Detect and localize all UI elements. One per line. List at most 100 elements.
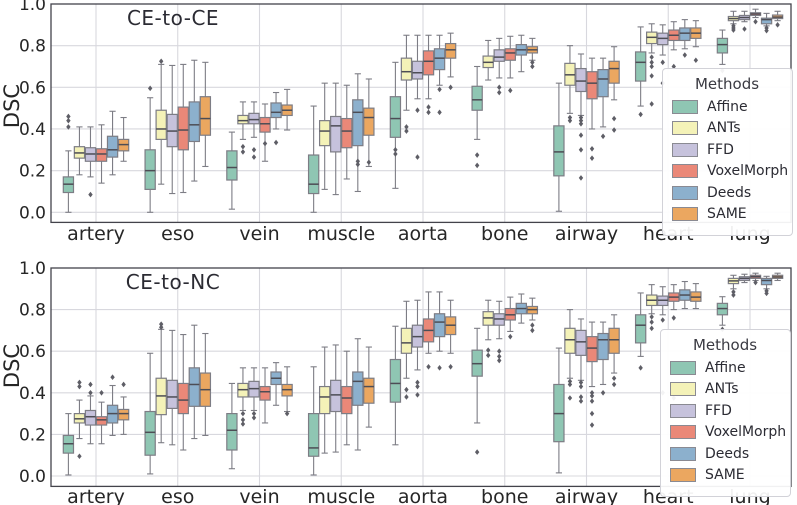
flier [355,158,361,165]
flier [355,161,361,168]
flier [158,324,164,331]
panel1-title: CE-to-CE [126,6,220,30]
box-ants-muscle [318,82,331,190]
box-voxelmorph-lung [749,8,762,25]
box-deeds-airway [597,321,609,396]
box-voxelmorph-eso [177,63,189,194]
flier [530,322,535,328]
flier [578,379,584,386]
box-ants-heart [645,284,658,332]
flier [474,162,480,169]
box-ffd-artery [84,381,97,445]
legend-item-same: SAME [672,206,782,222]
flier [66,117,71,124]
box-ffd-lung [738,10,751,32]
series-same [117,10,784,168]
legend-label: Affine [707,98,748,115]
flier [530,59,535,66]
legend-label: ANTs [707,120,741,136]
legend-title: Methods [692,336,758,354]
box-ants-lung [727,10,740,33]
legend-swatch-icon [672,207,698,221]
box-affine-vein [226,131,238,210]
flier [567,378,573,385]
series-voxelmorph [95,272,762,451]
box-voxelmorph-artery [95,124,108,184]
flier [567,381,573,388]
box-deeds-lung [760,275,773,297]
box-ants-airway [564,309,576,401]
box-same-heart [690,283,702,310]
flier [649,59,654,66]
flier [426,364,431,370]
flier [393,147,398,153]
flier [567,117,573,124]
box-voxelmorph-artery [95,390,108,445]
category-label-aorta: aorta [398,223,448,245]
flier [578,132,584,139]
legend-item-ffd: FFD [670,403,780,419]
flier [404,124,409,130]
flier [649,319,654,325]
flier [437,86,442,93]
box-ants-eso [155,58,167,185]
box-voxelmorph-aorta [422,34,435,116]
flier [638,365,643,371]
legend-item-deeds: Deeds [670,446,780,462]
flier [682,52,688,58]
flier [764,290,769,297]
box-affine-heart [634,26,647,118]
series-deeds [106,275,773,451]
box-affine-eso [144,352,156,475]
box-voxelmorph-airway [586,321,598,428]
flier [240,417,246,423]
box-ants-aorta [400,300,413,400]
box-ffd-muscle [330,344,342,453]
flier [240,149,246,155]
series-voxelmorph [95,8,762,194]
legend-swatch-icon [670,446,696,461]
flier [251,147,257,153]
category-label-vein: vein [239,486,279,505]
box-ffd-airway [575,53,587,181]
box-same-vein [281,88,293,131]
y-tick-labels: 0.0 0.2 0.4 0.6 0.8 1.0 [19,0,46,223]
box-voxelmorph-aorta [422,291,435,370]
box-ffd-vein [248,367,260,421]
box-deeds-muscle [352,338,364,451]
category-label-muscle: muscle [307,223,375,245]
box-same-muscle [363,78,375,168]
legend-label: SAME [707,206,747,222]
flier [474,449,480,455]
box-affine-lung [716,29,729,74]
box-ants-eso [155,321,167,444]
box-ffd-lung [738,273,751,284]
legend-item-deeds: Deeds [672,185,782,201]
category-label-airway: airway [555,223,618,245]
flier [660,59,665,66]
legend-swatch-icon [670,403,696,418]
box-voxelmorph-muscle [341,350,353,446]
flier [578,398,584,404]
flier [589,422,595,428]
box-affine-muscle [307,366,320,476]
box-affine-eso [144,85,156,213]
flier [611,127,617,133]
box-same-muscle [363,346,375,428]
box-ffd-artery [84,126,97,198]
flier [589,390,595,396]
box-same-lung [771,272,784,282]
legend-label: Deeds [707,184,752,201]
flier [77,379,82,386]
flier [240,143,246,150]
legend-swatch-icon [670,382,696,396]
box-affine-vein [226,382,238,470]
box-ffd-aorta [411,299,424,398]
flier [589,155,595,161]
flier [77,383,82,390]
y-tick-label: 0.6 [19,78,46,98]
flier [611,381,617,388]
legend-swatch-icon [672,142,698,157]
flier [66,124,71,130]
box-ffd-airway [575,318,587,404]
